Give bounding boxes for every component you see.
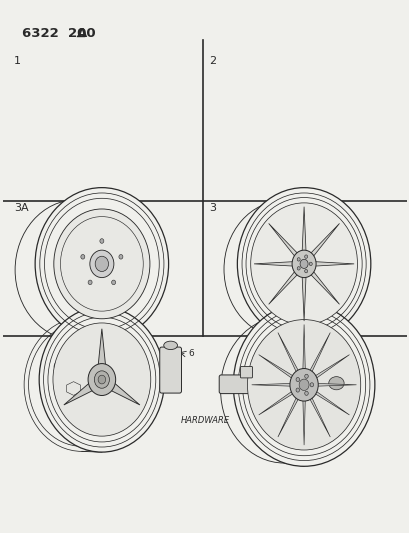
Ellipse shape <box>328 377 343 390</box>
Ellipse shape <box>247 320 360 450</box>
Ellipse shape <box>304 374 308 378</box>
Ellipse shape <box>94 371 109 388</box>
Polygon shape <box>268 223 298 257</box>
Polygon shape <box>314 383 355 386</box>
Text: DISC TYPE: DISC TYPE <box>82 194 121 203</box>
Ellipse shape <box>100 239 103 243</box>
FancyBboxPatch shape <box>219 375 261 393</box>
Text: HARDWARE: HARDWARE <box>180 416 229 425</box>
Text: SPOKE TYPE: SPOKE TYPE <box>280 194 326 203</box>
Polygon shape <box>321 368 350 398</box>
Polygon shape <box>308 394 330 437</box>
Text: 1: 1 <box>14 56 21 66</box>
Ellipse shape <box>295 388 299 392</box>
Ellipse shape <box>299 259 307 269</box>
Text: 8: 8 <box>94 357 99 366</box>
Polygon shape <box>277 394 299 437</box>
Ellipse shape <box>88 280 92 285</box>
FancyBboxPatch shape <box>160 347 181 393</box>
Ellipse shape <box>53 323 151 436</box>
Polygon shape <box>254 262 294 266</box>
Polygon shape <box>312 390 348 415</box>
Polygon shape <box>309 223 339 257</box>
Polygon shape <box>312 354 348 380</box>
Ellipse shape <box>304 391 308 395</box>
Ellipse shape <box>119 255 123 259</box>
Ellipse shape <box>308 262 312 265</box>
Ellipse shape <box>297 257 299 261</box>
Ellipse shape <box>163 341 177 350</box>
Ellipse shape <box>90 250 114 278</box>
Text: 3: 3 <box>209 204 216 213</box>
Ellipse shape <box>88 364 115 395</box>
Polygon shape <box>109 382 139 405</box>
Ellipse shape <box>95 256 108 271</box>
Polygon shape <box>309 270 339 304</box>
Polygon shape <box>302 397 305 445</box>
Ellipse shape <box>233 303 374 466</box>
Text: 4: 4 <box>354 367 360 376</box>
Ellipse shape <box>304 269 307 273</box>
Text: 6322  200: 6322 200 <box>22 27 96 41</box>
Ellipse shape <box>39 307 164 452</box>
Text: ALUMINUM TYPE: ALUMINUM TYPE <box>272 332 335 341</box>
Ellipse shape <box>237 188 370 340</box>
Text: 2: 2 <box>209 56 216 66</box>
Polygon shape <box>64 382 94 405</box>
Ellipse shape <box>309 383 313 387</box>
Polygon shape <box>258 354 295 380</box>
Polygon shape <box>98 329 106 367</box>
Polygon shape <box>301 207 306 253</box>
Ellipse shape <box>250 203 357 325</box>
Polygon shape <box>277 333 299 375</box>
Ellipse shape <box>297 266 299 270</box>
Ellipse shape <box>289 368 317 401</box>
Ellipse shape <box>111 280 115 285</box>
Ellipse shape <box>98 375 106 384</box>
Ellipse shape <box>291 250 315 278</box>
Polygon shape <box>251 383 293 386</box>
Text: 6: 6 <box>189 349 194 358</box>
Polygon shape <box>268 270 298 304</box>
Ellipse shape <box>35 188 168 340</box>
Polygon shape <box>313 262 353 266</box>
Polygon shape <box>301 275 306 321</box>
Polygon shape <box>308 333 330 375</box>
Polygon shape <box>302 325 305 373</box>
Text: 3A: 3A <box>14 204 29 213</box>
Ellipse shape <box>54 209 150 319</box>
Text: 5: 5 <box>265 367 271 376</box>
FancyBboxPatch shape <box>240 367 252 378</box>
Ellipse shape <box>81 255 85 259</box>
Polygon shape <box>258 390 295 415</box>
Ellipse shape <box>299 379 308 391</box>
Polygon shape <box>60 376 87 401</box>
Text: A: A <box>76 27 87 41</box>
Text: 7: 7 <box>96 381 101 389</box>
Ellipse shape <box>295 377 299 382</box>
Ellipse shape <box>304 255 307 259</box>
